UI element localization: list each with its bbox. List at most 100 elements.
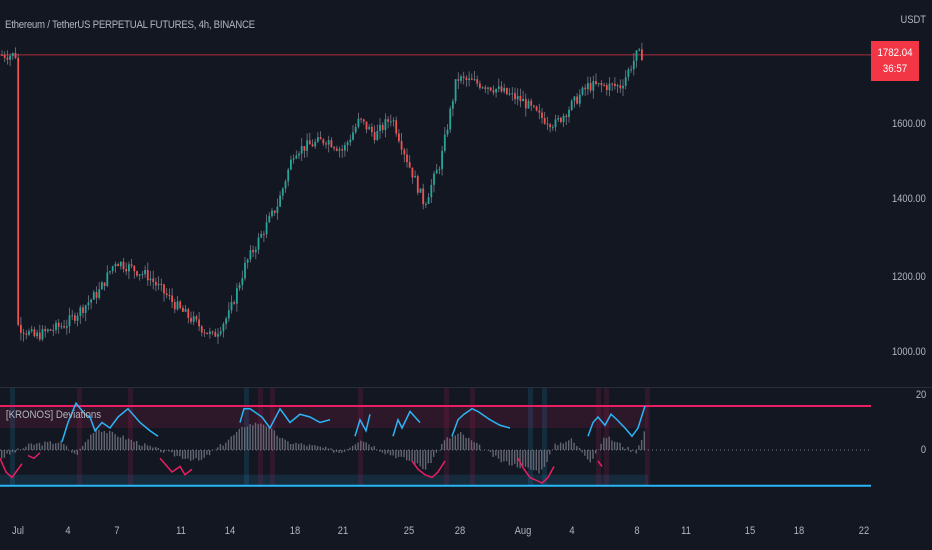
histogram-bar [530, 450, 532, 470]
histogram-bar [152, 447, 154, 450]
time-axis[interactable]: Jul 4 7 11 14 18 21 25 28 Aug 4 8 11 15 … [0, 510, 932, 550]
histogram-bar [146, 445, 149, 450]
candle [473, 70, 476, 81]
candle [47, 328, 49, 334]
histogram-bar [306, 446, 308, 450]
histogram-bar [287, 441, 289, 450]
candle [433, 171, 435, 193]
deviation-upper-line [451, 407, 511, 437]
deviations-indicator-chart[interactable] [0, 388, 932, 510]
candle [146, 262, 149, 286]
candle [173, 298, 176, 314]
candle [163, 283, 165, 302]
price-chart-pane[interactable] [0, 0, 932, 387]
histogram-bar [441, 443, 443, 450]
histogram-bar [36, 443, 38, 450]
candle [533, 104, 535, 109]
candle [344, 142, 346, 157]
histogram-bar [414, 450, 416, 465]
candle [222, 322, 225, 338]
histogram-bar [192, 450, 195, 460]
candle [346, 140, 349, 152]
candle [627, 67, 630, 81]
candle [641, 42, 643, 61]
indicator-pane[interactable] [0, 388, 932, 510]
histogram-bar [338, 450, 340, 453]
candle [306, 133, 308, 158]
candle [638, 47, 641, 52]
histogram-bar [460, 432, 462, 450]
candle [176, 295, 179, 311]
candle [481, 85, 484, 90]
candle [457, 72, 460, 90]
histogram-bar [322, 447, 324, 450]
histogram-bar [165, 450, 168, 451]
time-label: 18 [289, 525, 301, 537]
pane-separator[interactable] [0, 387, 932, 388]
candle [398, 129, 400, 144]
histogram-bar [241, 426, 243, 450]
histogram-bar [265, 426, 267, 450]
candle [71, 309, 74, 321]
histogram-bar [384, 450, 386, 455]
histogram-bar [449, 438, 451, 450]
candle [284, 179, 287, 193]
candle [489, 86, 492, 92]
candle [195, 314, 198, 323]
histogram-bar [114, 434, 116, 450]
histogram-bar [160, 450, 162, 453]
candle [203, 329, 206, 337]
signal-stripe [596, 388, 601, 486]
candle [130, 259, 133, 269]
histogram-bar [168, 450, 170, 452]
candle [425, 201, 427, 209]
histogram-bar [303, 444, 305, 450]
histogram-bar [581, 450, 583, 453]
histogram-bar [130, 439, 132, 450]
histogram-bar [238, 428, 240, 450]
candle [595, 73, 597, 86]
candle [122, 257, 125, 273]
histogram-bar [227, 439, 230, 450]
signal-stripe [358, 388, 363, 486]
candlestick-chart[interactable] [0, 0, 932, 387]
candle [249, 245, 252, 263]
time-label: 14 [224, 525, 236, 537]
histogram-bar [357, 442, 359, 450]
histogram-bar [397, 450, 400, 457]
candle [74, 312, 76, 324]
histogram-bar [17, 448, 19, 450]
candle [117, 262, 119, 267]
candle [281, 187, 284, 200]
candle [52, 324, 55, 337]
lower-zone [0, 474, 648, 486]
histogram-bar [354, 444, 357, 450]
histogram-bar [276, 435, 278, 450]
histogram-bar [106, 433, 108, 450]
time-label: 15 [744, 525, 756, 537]
candle [3, 51, 6, 62]
histogram-bar [103, 431, 105, 450]
candle [319, 131, 322, 140]
histogram-bar [87, 439, 89, 450]
signal-stripe [244, 388, 249, 486]
candle [179, 300, 182, 310]
histogram-bar [84, 442, 87, 450]
histogram-bar [573, 442, 575, 450]
candle [519, 88, 522, 108]
deviation-lower-line [159, 457, 193, 476]
histogram-bar [246, 426, 249, 450]
histogram-bar [335, 450, 338, 452]
last-price-tag: 1782.04 36:57 [871, 41, 919, 81]
histogram-bar [630, 450, 632, 453]
histogram-bar [387, 450, 389, 454]
price-tick-1400: 1400.00 [892, 193, 926, 205]
candle [190, 311, 192, 325]
candle [414, 170, 416, 178]
histogram-bar [365, 442, 367, 450]
histogram-bar [90, 434, 92, 450]
candle [138, 274, 141, 281]
candle [214, 328, 217, 337]
candle [546, 116, 549, 130]
indicator-title[interactable]: [KRONOS] Deviations [5, 409, 102, 421]
